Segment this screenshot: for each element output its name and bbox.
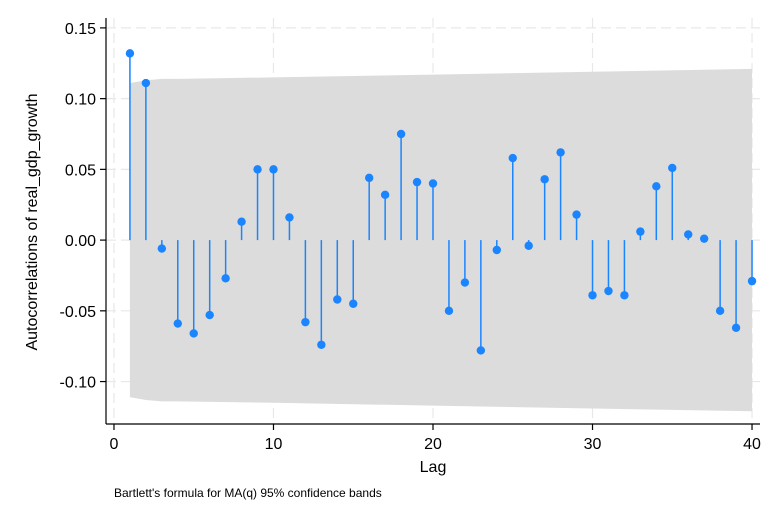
stem-marker bbox=[189, 329, 198, 338]
stem-point bbox=[699, 234, 709, 243]
stem-marker bbox=[652, 182, 661, 191]
stem-point bbox=[253, 165, 262, 241]
stem-point bbox=[444, 240, 454, 316]
y-tick-label: 0.15 bbox=[65, 21, 96, 38]
stem-point bbox=[221, 240, 230, 283]
stem-marker bbox=[173, 319, 182, 328]
stem-marker bbox=[157, 244, 167, 253]
stem-marker bbox=[668, 163, 677, 173]
stem-point bbox=[620, 240, 629, 300]
stem-marker bbox=[476, 346, 486, 355]
stem-marker bbox=[412, 177, 422, 187]
stem-point bbox=[189, 240, 198, 338]
stem-marker bbox=[349, 299, 358, 308]
stem-point bbox=[747, 240, 757, 286]
stem-point bbox=[173, 240, 182, 328]
stem-marker bbox=[205, 310, 214, 320]
stem-point bbox=[333, 240, 342, 304]
y-tick-label: 0.05 bbox=[65, 162, 96, 179]
stem-point bbox=[492, 240, 502, 255]
stem-marker bbox=[301, 317, 310, 327]
stem-marker bbox=[492, 245, 502, 255]
stem-point bbox=[652, 182, 661, 241]
stem-point bbox=[524, 240, 533, 250]
stem-point bbox=[269, 165, 278, 241]
stem-marker bbox=[317, 340, 326, 349]
stem-point bbox=[428, 179, 438, 241]
x-tick-label: 0 bbox=[110, 436, 119, 453]
y-tick-label: -0.10 bbox=[60, 375, 97, 392]
stem-point bbox=[540, 175, 549, 241]
stem-marker bbox=[508, 153, 517, 163]
stem-marker bbox=[572, 210, 581, 219]
stem-point bbox=[572, 210, 581, 241]
stem-marker bbox=[620, 291, 629, 300]
stem-marker bbox=[125, 49, 135, 58]
stem-marker bbox=[731, 323, 741, 333]
stem-point bbox=[588, 240, 597, 300]
stem-marker bbox=[524, 241, 533, 250]
stem-marker bbox=[285, 213, 294, 222]
stem-point bbox=[412, 177, 422, 241]
stem-marker bbox=[269, 165, 278, 174]
stem-marker bbox=[380, 190, 390, 200]
stem-point bbox=[396, 129, 406, 241]
stem-point bbox=[476, 240, 486, 355]
x-tick-label: 40 bbox=[743, 436, 761, 453]
stem-marker bbox=[444, 306, 454, 316]
y-tick-label: 0.10 bbox=[65, 92, 96, 109]
stem-marker bbox=[237, 217, 246, 226]
tick-labels: -0.10 -0.05 0.00 0.05 0.10 0.15 0 10 20 30 40 bbox=[60, 21, 761, 453]
stem-marker bbox=[556, 148, 565, 157]
stem-point bbox=[460, 240, 470, 287]
stem-point bbox=[508, 153, 517, 241]
x-tick-label: 10 bbox=[265, 436, 283, 453]
stem-marker bbox=[141, 78, 151, 88]
stem-point bbox=[125, 49, 135, 241]
confidence-band-note: Bartlett's formula for MA(q) 95% confide… bbox=[114, 486, 382, 500]
stem-point bbox=[157, 240, 167, 253]
stem-marker bbox=[684, 230, 693, 239]
stem-marker bbox=[253, 165, 262, 174]
stem-marker bbox=[588, 291, 597, 300]
stem-marker bbox=[333, 295, 342, 304]
stem-point bbox=[604, 240, 613, 296]
stem-point bbox=[349, 240, 358, 308]
stem-point bbox=[684, 230, 693, 241]
y-tick-label: 0.00 bbox=[65, 233, 96, 250]
stem-layer bbox=[125, 49, 757, 355]
stem-point bbox=[301, 240, 310, 327]
stem-marker bbox=[715, 306, 725, 316]
stem-marker bbox=[604, 286, 613, 296]
stem-marker bbox=[636, 227, 645, 236]
stem-point bbox=[636, 227, 645, 241]
stem-marker bbox=[747, 276, 757, 286]
y-axis-title: Autocorrelations of real_gdp_growth bbox=[24, 93, 41, 350]
stem-point bbox=[205, 240, 214, 320]
x-tick-label: 20 bbox=[424, 436, 442, 453]
stem-marker bbox=[428, 179, 438, 188]
y-tick-label: -0.05 bbox=[60, 304, 97, 321]
x-tick-label: 30 bbox=[584, 436, 602, 453]
stem-point bbox=[364, 173, 374, 241]
x-axis-title: Lag bbox=[420, 459, 447, 476]
stem-point bbox=[237, 217, 246, 241]
stem-marker bbox=[460, 278, 470, 287]
confidence-band-layer bbox=[129, 68, 753, 412]
stem-point bbox=[285, 213, 294, 241]
stem-point bbox=[317, 240, 326, 349]
stem-point bbox=[715, 240, 725, 316]
stem-point bbox=[141, 78, 151, 241]
stem-point bbox=[668, 163, 677, 241]
stem-marker bbox=[364, 173, 374, 183]
stem-point bbox=[380, 190, 390, 241]
stem-point bbox=[731, 240, 741, 333]
stem-marker bbox=[221, 274, 230, 283]
stem-marker bbox=[699, 234, 709, 243]
stem-marker bbox=[396, 129, 406, 139]
stem-marker bbox=[540, 175, 549, 184]
confidence-band bbox=[129, 68, 753, 412]
stem-point bbox=[556, 148, 565, 241]
